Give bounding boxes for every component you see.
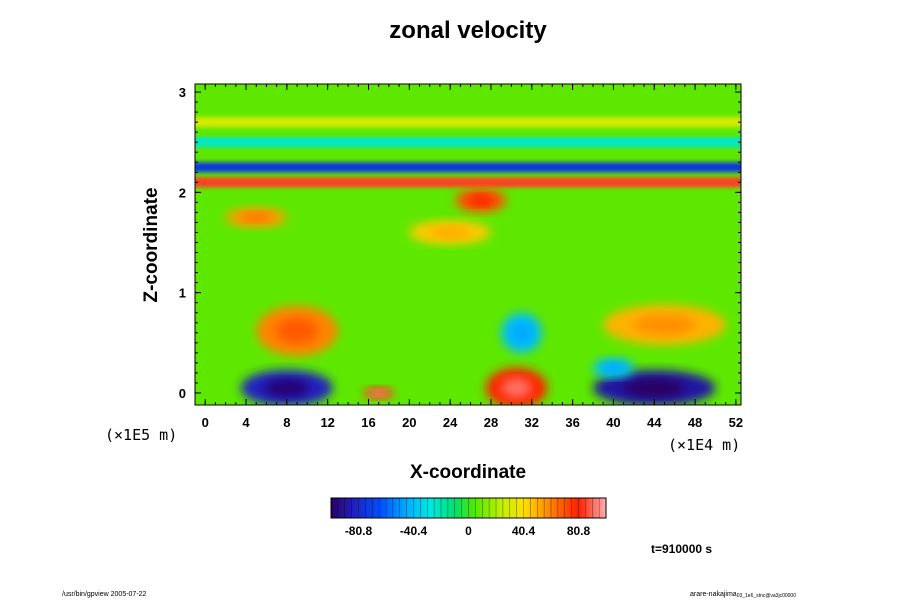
y-tick-label-3: 3 xyxy=(179,85,186,100)
colorbar-tick-label--80.8: -80.8 xyxy=(345,524,373,538)
velocity-band-3 xyxy=(195,117,741,128)
footer-left: /usr/bin/gpview 2005-07-22 xyxy=(62,591,147,598)
velocity-anomaly-core-9 xyxy=(240,212,272,223)
x-tick-label-24: 24 xyxy=(443,415,458,430)
velocity-band-0 xyxy=(195,177,741,188)
velocity-band-2 xyxy=(195,137,741,148)
x-axis-label: X-coordinate xyxy=(410,462,526,483)
x-tick-label-20: 20 xyxy=(402,415,416,430)
x-axis-units: (×1E4 m) xyxy=(668,436,740,454)
x-tick-label-8: 8 xyxy=(283,415,290,430)
plot-background xyxy=(195,84,741,405)
velocity-anomaly-core-10 xyxy=(429,226,471,239)
footer-right-sub: 03_1e6_stnc@va3jc00000 xyxy=(737,593,797,599)
velocity-anomaly-core-4 xyxy=(276,318,318,344)
colorbar-tick-label-0: 0 xyxy=(465,524,472,538)
velocity-anomaly-core-8 xyxy=(468,194,494,207)
x-tick-label-32: 32 xyxy=(525,415,539,430)
colorbar-tick-label-80.8: 80.8 xyxy=(567,524,591,538)
velocity-anomaly-core-7 xyxy=(603,362,624,373)
y-axis-label: Z-coordinate xyxy=(141,187,162,302)
y-tick-label-0: 0 xyxy=(179,386,186,401)
footer-right: arare-nakajima03_1e6_stnc@va3jc00000 xyxy=(690,591,796,599)
y-tick-label-1: 1 xyxy=(179,286,186,301)
velocity-anomaly-core-6 xyxy=(511,322,532,343)
x-tick-label-44: 44 xyxy=(647,415,662,430)
time-label: t=910000 s xyxy=(651,542,712,556)
x-tick-label-12: 12 xyxy=(320,415,334,430)
velocity-anomaly-core-0 xyxy=(263,378,310,397)
x-tick-label-16: 16 xyxy=(361,415,375,430)
velocity-anomaly-core-3 xyxy=(371,389,387,396)
y-tick-label-2: 2 xyxy=(179,185,186,200)
velocity-anomaly-core-5 xyxy=(633,314,696,335)
colorbar-tick-label--40.4: -40.4 xyxy=(400,524,428,538)
x-tick-label-36: 36 xyxy=(565,415,579,430)
y-axis-units: (×1E5 m) xyxy=(105,426,177,444)
x-tick-label-52: 52 xyxy=(729,415,743,430)
velocity-anomaly-core-1 xyxy=(623,378,685,397)
x-tick-label-4: 4 xyxy=(242,415,250,430)
velocity-band-1 xyxy=(195,162,741,173)
plot-frame xyxy=(194,83,742,406)
colorbar-tick-label-40.4: 40.4 xyxy=(512,524,536,538)
footer-right-main: arare-nakajima xyxy=(690,591,737,598)
colorbar: -80.8 -40.4 0 40.4 80.8 xyxy=(330,497,607,538)
x-tick-label-0: 0 xyxy=(202,415,209,430)
velocity-anomaly-core-2 xyxy=(501,377,532,398)
x-tick-label-40: 40 xyxy=(606,415,620,430)
x-tick-label-48: 48 xyxy=(688,415,702,430)
chart-title: zonal velocity xyxy=(389,17,547,44)
x-tick-label-28: 28 xyxy=(484,415,498,430)
